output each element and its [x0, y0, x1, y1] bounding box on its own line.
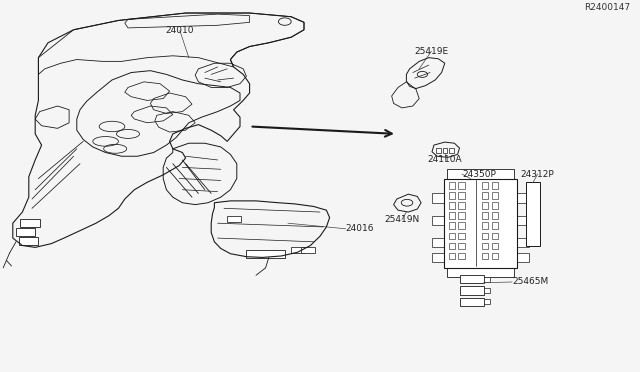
- Bar: [482, 232, 488, 239]
- Bar: [16, 228, 35, 236]
- Bar: [449, 192, 455, 199]
- Bar: [526, 182, 540, 246]
- Bar: [449, 222, 455, 229]
- Bar: [449, 232, 455, 239]
- Bar: [443, 148, 447, 153]
- Bar: [492, 232, 498, 239]
- Bar: [301, 247, 315, 253]
- Bar: [484, 288, 490, 293]
- Bar: [492, 243, 498, 249]
- Bar: [492, 202, 498, 209]
- Bar: [458, 253, 465, 259]
- Bar: [492, 212, 498, 219]
- Bar: [458, 192, 465, 199]
- Bar: [246, 250, 285, 258]
- Bar: [449, 182, 455, 189]
- Bar: [484, 277, 490, 282]
- Text: 24010: 24010: [166, 26, 194, 35]
- Bar: [517, 253, 529, 262]
- Bar: [458, 212, 465, 219]
- Bar: [447, 169, 514, 179]
- Bar: [482, 192, 488, 199]
- Bar: [482, 243, 488, 249]
- Bar: [517, 216, 529, 225]
- Text: 24350P: 24350P: [462, 170, 496, 179]
- Bar: [449, 212, 455, 219]
- Bar: [20, 219, 40, 227]
- Bar: [517, 193, 529, 203]
- Bar: [460, 298, 484, 306]
- Bar: [432, 253, 444, 262]
- Bar: [458, 222, 465, 229]
- Bar: [484, 299, 490, 304]
- Bar: [447, 268, 514, 277]
- Bar: [432, 216, 444, 225]
- Bar: [449, 253, 455, 259]
- Bar: [482, 222, 488, 229]
- Bar: [444, 179, 517, 268]
- Bar: [482, 182, 488, 189]
- Bar: [291, 247, 305, 253]
- Bar: [517, 238, 529, 247]
- Bar: [492, 222, 498, 229]
- Bar: [492, 182, 498, 189]
- Bar: [458, 243, 465, 249]
- Text: 24312P: 24312P: [521, 170, 554, 179]
- Bar: [482, 253, 488, 259]
- Bar: [492, 192, 498, 199]
- Text: 24016: 24016: [346, 224, 374, 233]
- Bar: [449, 202, 455, 209]
- Bar: [492, 253, 498, 259]
- Bar: [482, 212, 488, 219]
- Bar: [432, 193, 444, 203]
- Text: 25465M: 25465M: [512, 278, 548, 286]
- Bar: [482, 202, 488, 209]
- Bar: [460, 275, 484, 283]
- Bar: [458, 182, 465, 189]
- Bar: [227, 216, 241, 222]
- Text: 24110A: 24110A: [428, 155, 462, 164]
- Text: 25419E: 25419E: [414, 47, 449, 56]
- Bar: [460, 286, 484, 295]
- Bar: [436, 148, 441, 153]
- Bar: [19, 237, 38, 245]
- Bar: [458, 232, 465, 239]
- Text: R2400147: R2400147: [584, 3, 630, 12]
- Text: 25419N: 25419N: [384, 215, 420, 224]
- Bar: [432, 238, 444, 247]
- Bar: [449, 243, 455, 249]
- Bar: [449, 148, 454, 153]
- Bar: [458, 202, 465, 209]
